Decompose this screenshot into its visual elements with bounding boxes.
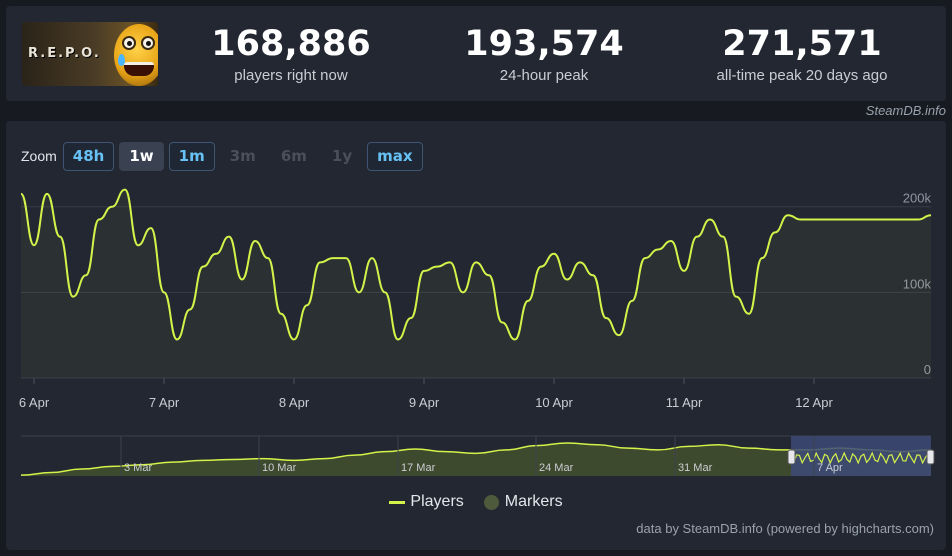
stat-current-players: 168,886 players right now — [196, 24, 386, 84]
zoom-controls: Zoom 48h 1w 1m 3m 6m 1y max — [21, 141, 428, 171]
current-players-value: 168,886 — [211, 24, 371, 64]
stats-bar: R.E.P.O. 168,886 players right now 193,5… — [6, 6, 946, 101]
game-logo-text: R.E.P.O. — [28, 46, 101, 61]
x-tick-label: 11 Apr — [666, 395, 703, 410]
x-tick-label: 6 Apr — [19, 395, 50, 410]
zoom-max-button[interactable]: max — [367, 141, 423, 171]
navigator-tick-label: 24 Mar — [539, 462, 574, 474]
navigator-handle — [787, 449, 796, 465]
players-line — [20, 188, 932, 341]
navigator-tick-label: 3 Mar — [124, 462, 152, 474]
chart-panel: 0 100k 200k 6 Apr 7 Apr 8 Apr 9 Apr 10 Apr 11 Ap… — [6, 121, 946, 550]
chart-legend: Players Markers — [6, 493, 946, 511]
x-tick-label: 8 Apr — [279, 395, 310, 410]
brand-link[interactable]: SteamDB.info — [865, 103, 946, 118]
legend-dot-icon — [483, 494, 499, 510]
game-logo[interactable]: R.E.P.O. — [22, 22, 158, 86]
all-time-peak-value: 271,571 — [722, 24, 882, 64]
all-time-peak-label: all-time peak 20 days ago — [716, 67, 888, 84]
current-players-label: players right now — [234, 67, 348, 84]
y-tick-label: 200k — [903, 191, 932, 206]
navigator-tick-label: 17 Mar — [401, 462, 436, 474]
legend-players-label: Players — [410, 493, 464, 510]
stat-24h-peak: 193,574 24-hour peak — [449, 24, 639, 84]
navigator-area — [21, 442, 931, 476]
navigator-tick-label: 7 Apr — [817, 462, 843, 474]
smiley-face-icon — [114, 24, 158, 86]
zoom-3m-button[interactable]: 3m — [220, 142, 266, 171]
zoom-label: Zoom — [21, 148, 57, 164]
zoom-1m-button[interactable]: 1m — [168, 141, 215, 171]
y-tick-label: 100k — [903, 276, 932, 291]
player-chart[interactable]: 0 100k 200k 6 Apr 7 Apr 8 Apr 9 Apr 10 Apr 11 Ap… — [6, 121, 946, 550]
zoom-1y-button[interactable]: 1y — [322, 142, 362, 171]
peak-24h-value: 193,574 — [464, 24, 624, 64]
x-tick-label: 9 Apr — [409, 395, 440, 410]
navigator-tick-label: 10 Mar — [262, 462, 297, 474]
navigator-tick-label: 31 Mar — [678, 462, 713, 474]
x-tick-label: 7 Apr — [149, 395, 180, 410]
zoom-1w-button[interactable]: 1w — [119, 141, 164, 171]
y-tick-label: 0 — [924, 362, 931, 377]
peak-24h-label: 24-hour peak — [499, 67, 589, 84]
zoom-6m-button[interactable]: 6m — [271, 142, 317, 171]
zoom-48h-button[interactable]: 48h — [62, 141, 115, 171]
chart-credits[interactable]: data by SteamDB.info (powered by highcha… — [636, 521, 934, 536]
x-tick-label: 12 Apr — [795, 395, 833, 410]
legend-line-icon — [389, 500, 406, 504]
legend-item-markers[interactable]: Markers — [483, 493, 563, 511]
navigator-handle — [926, 449, 935, 465]
legend-markers-label: Markers — [504, 493, 563, 510]
legend-item-players[interactable]: Players — [389, 493, 464, 511]
players-area — [21, 189, 931, 378]
navigator-line — [20, 442, 932, 476]
stat-all-time-peak: 271,571 all-time peak 20 days ago — [696, 24, 908, 84]
x-tick-label: 10 Apr — [535, 395, 573, 410]
